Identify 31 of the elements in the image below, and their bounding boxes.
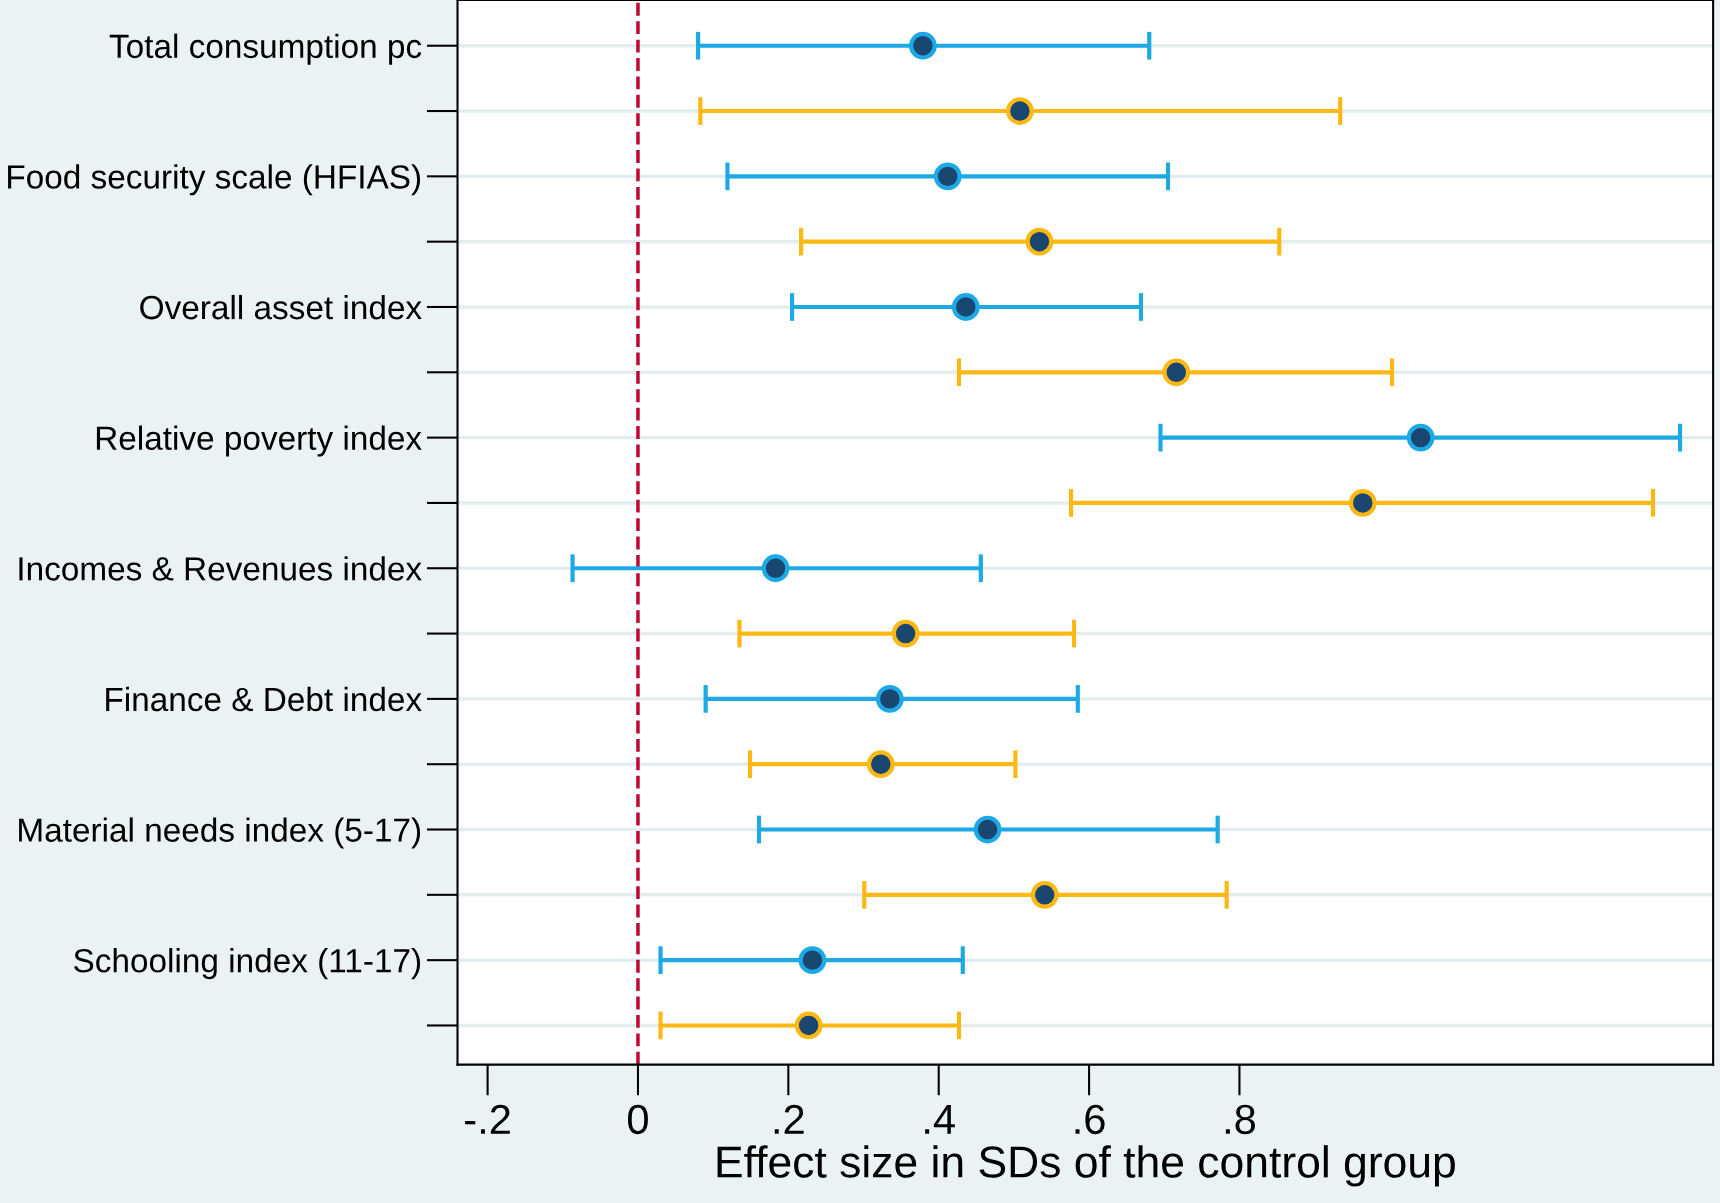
y-tick-label: Incomes & Revenues index	[19, 556, 422, 581]
y-tick-label: Schooling index (11-17)	[74, 948, 421, 980]
x-tick-label: .2	[774, 1104, 804, 1134]
point	[1006, 97, 1034, 125]
y-tick-label: Material needs index (5-17)	[19, 817, 421, 849]
point	[951, 293, 980, 321]
x-tick-label: 0	[628, 1104, 648, 1135]
point	[794, 1011, 823, 1040]
point	[875, 684, 904, 713]
point	[1162, 358, 1191, 387]
x-tick-label: .8	[1225, 1104, 1256, 1135]
x-tick-label: -.2	[465, 1104, 510, 1134]
point	[933, 162, 962, 191]
point	[1348, 489, 1377, 517]
y-tick-label: Overall asset index	[140, 294, 422, 320]
x-tick-label: .4	[925, 1105, 955, 1134]
y-tick-label: Total consumption pc	[109, 33, 422, 65]
point	[1025, 227, 1054, 256]
x-tick-label: .6	[1075, 1104, 1105, 1135]
point	[973, 815, 1002, 844]
point	[909, 31, 937, 60]
point	[891, 619, 920, 648]
point	[1406, 423, 1435, 452]
point	[761, 554, 790, 583]
y-tick-label: Food security scale (HFIAS)	[8, 164, 421, 196]
point	[866, 750, 895, 779]
y-tick-label: Relative poverty index	[96, 425, 422, 457]
y-tick-label: Finance & Debt index	[106, 686, 422, 712]
x-axis-title: Effect size in SDs of the control group	[717, 1145, 1455, 1187]
point	[1030, 880, 1059, 909]
point	[798, 946, 827, 975]
